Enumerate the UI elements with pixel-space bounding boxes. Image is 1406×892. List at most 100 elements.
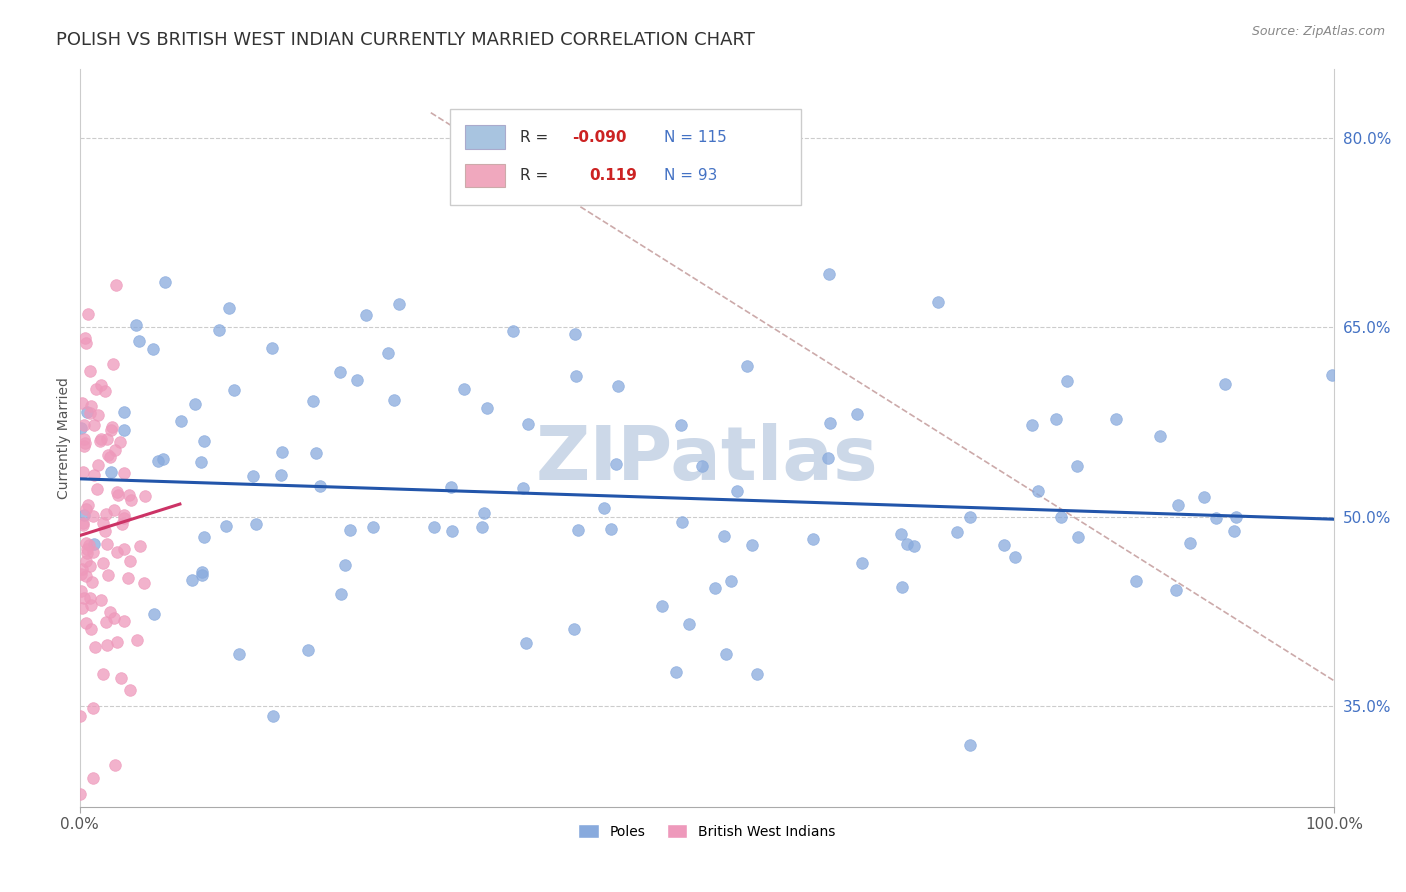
Point <box>714 647 737 661</box>
Point <box>517 417 540 432</box>
Point <box>86 458 108 473</box>
Point <box>79 558 101 573</box>
Point <box>329 587 352 601</box>
Point <box>741 538 763 552</box>
Text: R =: R = <box>520 129 553 145</box>
Point <box>1050 509 1073 524</box>
Point <box>605 457 627 471</box>
Point <box>1026 484 1049 499</box>
Point <box>1166 582 1188 597</box>
Point <box>96 507 118 521</box>
Point <box>76 405 98 419</box>
Point <box>112 615 135 629</box>
Point <box>91 516 114 530</box>
Point <box>1167 498 1189 512</box>
Text: ZIPatlas: ZIPatlas <box>536 424 879 497</box>
Point <box>96 615 118 629</box>
Point <box>103 503 125 517</box>
Point <box>118 488 141 502</box>
Point <box>70 566 93 581</box>
Point <box>502 325 524 339</box>
Point <box>128 334 150 348</box>
Point <box>73 591 96 605</box>
Point <box>96 537 118 551</box>
Point <box>84 382 107 396</box>
Point <box>851 556 873 570</box>
Point <box>108 434 131 449</box>
Point <box>82 701 104 715</box>
Point <box>105 545 128 559</box>
Point <box>80 622 103 636</box>
Point <box>120 493 142 508</box>
Point <box>297 642 319 657</box>
Point <box>73 435 96 450</box>
Point <box>112 423 135 437</box>
Point <box>96 432 118 446</box>
Point <box>262 709 284 723</box>
Point <box>79 364 101 378</box>
Point <box>77 498 100 512</box>
Point <box>567 523 589 537</box>
Point <box>76 546 98 560</box>
FancyBboxPatch shape <box>465 126 505 149</box>
Point <box>120 682 142 697</box>
Point <box>1045 411 1067 425</box>
Point <box>651 599 673 613</box>
Point <box>111 516 134 531</box>
Point <box>1021 418 1043 433</box>
Point <box>90 378 112 392</box>
Point <box>79 406 101 420</box>
Point <box>80 400 103 414</box>
Point <box>361 520 384 534</box>
Text: Source: ZipAtlas.com: Source: ZipAtlas.com <box>1251 25 1385 38</box>
Point <box>903 539 925 553</box>
Point <box>82 574 104 589</box>
Point <box>678 617 700 632</box>
Point <box>76 307 98 321</box>
Point <box>129 539 152 553</box>
Point <box>83 468 105 483</box>
Point <box>132 575 155 590</box>
Point <box>76 542 98 557</box>
Point <box>110 671 132 685</box>
Point <box>215 519 238 533</box>
Point <box>91 666 114 681</box>
Point <box>946 525 969 540</box>
Point <box>453 382 475 396</box>
Point <box>606 378 628 392</box>
Point <box>72 395 94 409</box>
Point <box>260 341 283 355</box>
Point <box>83 418 105 433</box>
Point <box>309 479 332 493</box>
Point <box>382 392 405 407</box>
Point <box>97 449 120 463</box>
Point <box>1320 368 1343 383</box>
Point <box>896 536 918 550</box>
Point <box>101 357 124 371</box>
Point <box>665 665 688 680</box>
Point <box>112 508 135 522</box>
Point <box>218 301 240 316</box>
Point <box>191 566 214 580</box>
Point <box>599 522 621 536</box>
Point <box>208 322 231 336</box>
Point <box>100 465 122 479</box>
Point <box>993 538 1015 552</box>
Point <box>73 418 96 433</box>
Text: -0.090: -0.090 <box>572 129 627 145</box>
Point <box>472 506 495 520</box>
Legend: Poles, British West Indians: Poles, British West Indians <box>572 819 841 845</box>
Point <box>1125 574 1147 588</box>
Point <box>1205 511 1227 525</box>
Text: POLISH VS BRITISH WEST INDIAN CURRENTLY MARRIED CORRELATION CHART: POLISH VS BRITISH WEST INDIAN CURRENTLY … <box>56 31 755 49</box>
Point <box>79 591 101 606</box>
Point <box>845 407 868 421</box>
Point <box>142 342 165 356</box>
Point <box>75 569 97 583</box>
Point <box>82 508 104 523</box>
Point <box>69 421 91 435</box>
Point <box>72 516 94 531</box>
Text: 0.119: 0.119 <box>589 168 637 183</box>
Point <box>1213 377 1236 392</box>
Point <box>98 450 121 464</box>
